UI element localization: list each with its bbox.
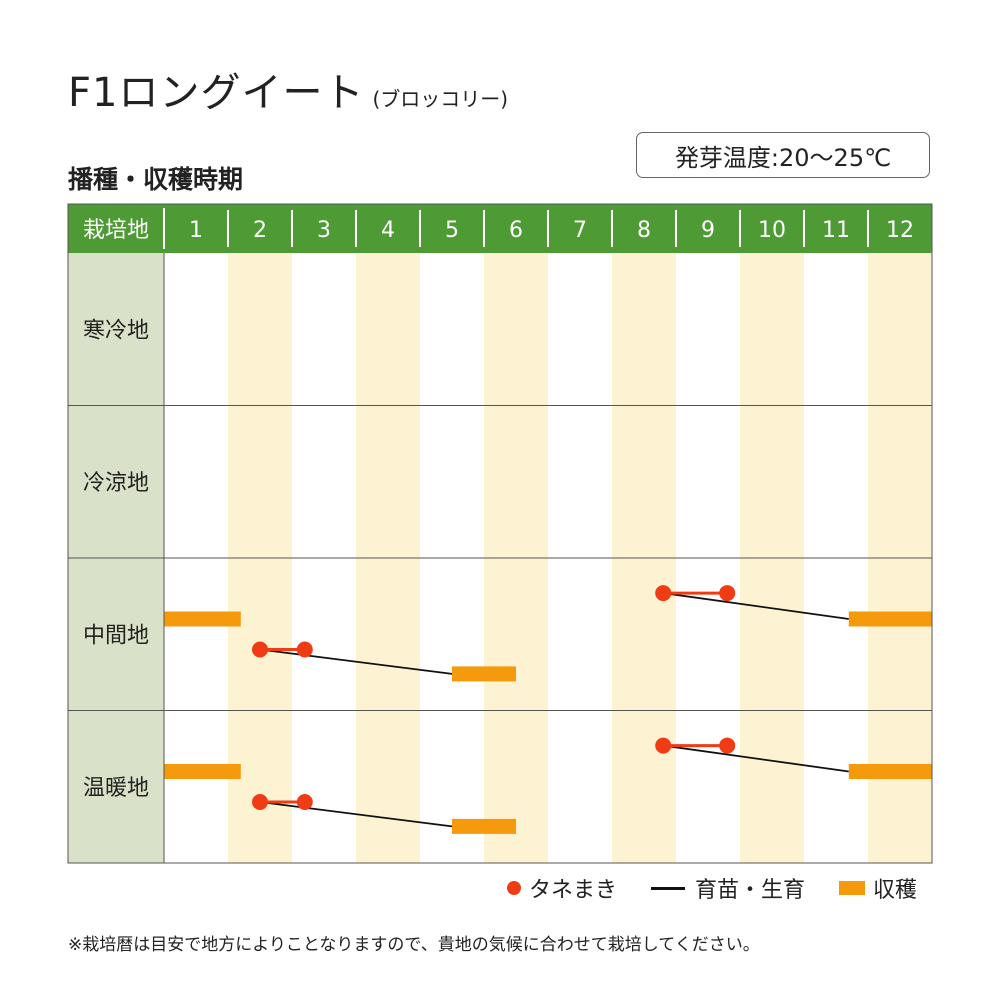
month-label: 10 bbox=[758, 218, 786, 243]
sowing-dot-icon bbox=[507, 881, 521, 895]
germination-temp-box: 発芽温度:20〜25℃ bbox=[636, 132, 930, 178]
month-label: 8 bbox=[637, 218, 651, 243]
growth-line bbox=[259, 801, 453, 828]
harvest-bar bbox=[452, 818, 516, 834]
region-label: 温暖地 bbox=[83, 776, 149, 801]
legend-seedling-label: 育苗・生育 bbox=[695, 878, 806, 903]
month-label: 5 bbox=[445, 218, 459, 243]
legend-harvest: 収穫 bbox=[839, 872, 917, 904]
sowing-dot bbox=[655, 585, 672, 602]
month-label: 12 bbox=[886, 218, 914, 243]
month-label: 11 bbox=[822, 218, 850, 243]
month-label: 3 bbox=[317, 218, 331, 243]
chart-title: F1ロングイート bbox=[68, 70, 365, 116]
harvest-bar bbox=[452, 666, 516, 682]
harvest-bar bbox=[164, 764, 241, 779]
legend-sowing: タネまき bbox=[507, 872, 617, 904]
sowing-dot bbox=[655, 737, 672, 754]
month-label: 7 bbox=[573, 218, 587, 243]
sowing-dot bbox=[252, 641, 268, 658]
germination-temp-text: 発芽温度:20〜25℃ bbox=[674, 143, 892, 172]
chart-subtitle: 播種・収穫時期 bbox=[68, 165, 244, 194]
header-label: 栽培地 bbox=[83, 218, 149, 243]
sowing-dot bbox=[719, 585, 736, 602]
harvest-bar bbox=[164, 611, 241, 627]
growth-line bbox=[663, 592, 849, 620]
sowing-dot bbox=[296, 794, 313, 810]
legend-sowing-label: タネまき bbox=[529, 878, 618, 903]
header-bar bbox=[68, 204, 932, 253]
region-label: 中間地 bbox=[83, 623, 149, 648]
growth-line bbox=[259, 648, 453, 675]
growth-line-icon bbox=[651, 886, 686, 890]
legend-harvest-label: 収穫 bbox=[873, 878, 918, 903]
harvest-bar-icon bbox=[839, 881, 866, 895]
sowing-dot bbox=[719, 737, 736, 754]
month-label: 2 bbox=[253, 218, 267, 243]
month-label: 1 bbox=[189, 218, 203, 243]
harvest-bar bbox=[848, 611, 932, 627]
chart-title-block: F1ロングイート (ブロッコリー) bbox=[68, 60, 508, 118]
footnote: ※栽培暦は目安で地方によりことなりますので、貴地の気候に合わせて栽培してください… bbox=[68, 935, 760, 955]
legend: タネまき 育苗・生育 収穫 bbox=[507, 872, 917, 904]
chart-border bbox=[67, 203, 933, 864]
region-label: 冷涼地 bbox=[83, 471, 149, 496]
month-label: 9 bbox=[701, 218, 715, 243]
sowing-dot bbox=[252, 794, 268, 810]
region-label: 寒冷地 bbox=[83, 318, 149, 343]
month-label: 4 bbox=[381, 218, 395, 243]
legend-seedling: 育苗・生育 bbox=[651, 872, 805, 904]
harvest-bar bbox=[848, 764, 932, 779]
sowing-dot bbox=[296, 641, 313, 658]
growth-line bbox=[663, 744, 849, 773]
month-label: 6 bbox=[509, 218, 523, 243]
chart-title-sub: (ブロッコリー) bbox=[372, 87, 509, 111]
